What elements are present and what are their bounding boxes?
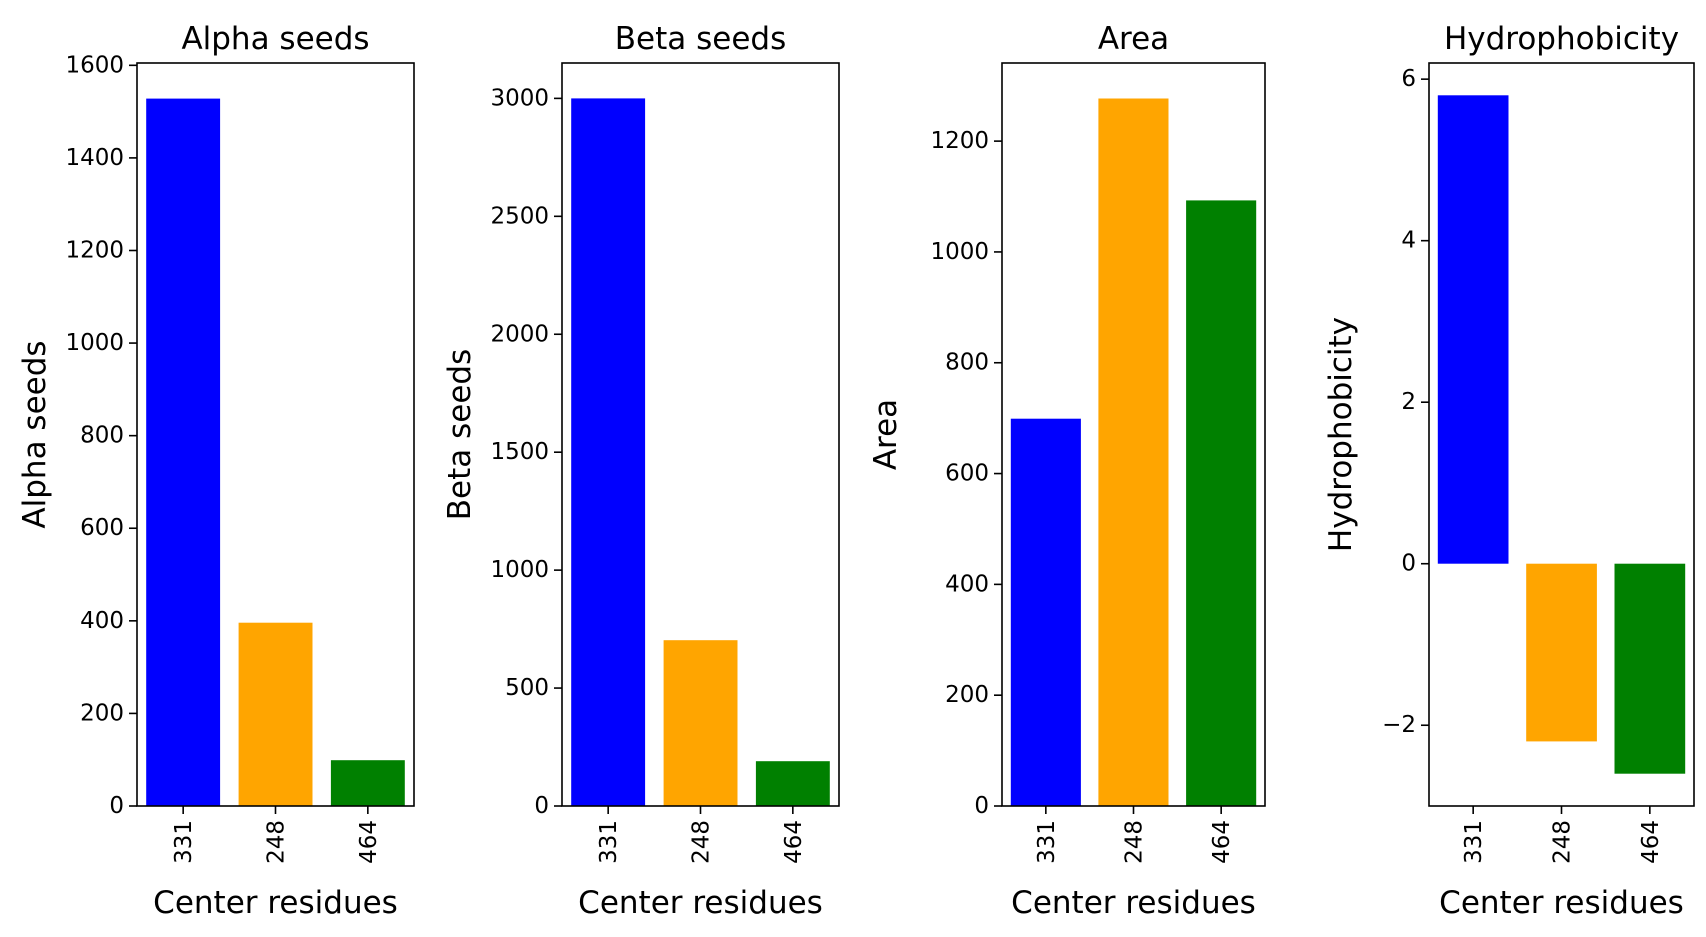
bar-248 bbox=[238, 622, 313, 806]
chart-title: Area bbox=[1098, 21, 1169, 57]
chart-title: Alpha seeds bbox=[181, 21, 369, 57]
x-tick-label: 464 bbox=[356, 820, 382, 864]
bar-331 bbox=[1437, 95, 1509, 564]
x-tick-label: 331 bbox=[596, 820, 622, 864]
bar-248 bbox=[663, 640, 738, 806]
y-axis-label: Beta seeds bbox=[442, 349, 478, 520]
y-tick-label: 400 bbox=[945, 571, 989, 597]
x-tick-label: 248 bbox=[1550, 820, 1576, 864]
y-tick-label: 1600 bbox=[65, 52, 124, 78]
y-tick-label: 800 bbox=[945, 350, 989, 376]
x-tick-label: 248 bbox=[264, 820, 290, 864]
x-tick-label: 464 bbox=[1209, 820, 1235, 864]
x-tick-label: 248 bbox=[689, 820, 715, 864]
y-tick-label: 200 bbox=[945, 682, 989, 708]
x-tick-label: 248 bbox=[1122, 820, 1148, 864]
y-tick-label: 200 bbox=[80, 700, 124, 726]
y-tick-label: 4 bbox=[1401, 228, 1416, 254]
y-tick-label: 0 bbox=[974, 793, 989, 819]
y-tick-label: 0 bbox=[109, 793, 124, 819]
x-tick-label: 464 bbox=[781, 820, 807, 864]
chart-panel-4: −2 0 2 4 6 331 248 464 Hydrophobicity Center resi… bbox=[1323, 21, 1695, 921]
y-tick-label: 2 bbox=[1401, 389, 1416, 415]
y-tick-label: 500 bbox=[505, 675, 549, 701]
bar-464 bbox=[1614, 563, 1686, 774]
x-axis-label: Center residues bbox=[1439, 885, 1684, 921]
x-tick-label: 331 bbox=[171, 820, 197, 864]
y-axis-label: Area bbox=[868, 399, 904, 470]
bar-464 bbox=[755, 761, 830, 806]
y-axis-label: Hydrophobicity bbox=[1323, 317, 1359, 552]
bar-331 bbox=[1010, 418, 1081, 806]
chart-panel-3: 0 200 400 600 800 1000 1200 331 248 464 Area Center… bbox=[868, 21, 1266, 921]
chart-panel-2: 0 500 1000 1500 2000 2500 3000 331 248 464 Beta se… bbox=[442, 21, 840, 921]
y-tick-label: 1000 bbox=[65, 330, 124, 356]
y-tick-label: 400 bbox=[80, 608, 124, 634]
bar-331 bbox=[146, 98, 221, 807]
chart-title: Beta seeds bbox=[615, 21, 786, 57]
y-tick-label: 1200 bbox=[930, 128, 989, 154]
y-tick-label: 800 bbox=[80, 423, 124, 449]
bar-464 bbox=[1186, 200, 1257, 806]
y-tick-label: 600 bbox=[80, 515, 124, 541]
x-tick-label: 331 bbox=[1461, 820, 1487, 864]
bar-248 bbox=[1098, 98, 1169, 806]
y-tick-label: 600 bbox=[945, 461, 989, 487]
bar-248 bbox=[1526, 563, 1597, 742]
bar-464 bbox=[330, 760, 405, 806]
x-axis-label: Center residues bbox=[153, 885, 398, 921]
chart-panel-1: 0 200 400 600 800 1000 1200 1400 1600 331 248 464 Al… bbox=[17, 21, 415, 921]
x-axis-label: Center residues bbox=[578, 885, 823, 921]
y-tick-label: 0 bbox=[1401, 551, 1416, 577]
y-axis-label: Alpha seeds bbox=[17, 340, 53, 528]
y-tick-label: 0 bbox=[534, 793, 549, 819]
y-tick-label: 3000 bbox=[490, 85, 549, 111]
y-tick-label: 1500 bbox=[490, 439, 549, 465]
chart-title: Hydrophobicity bbox=[1444, 21, 1679, 57]
y-tick-label: 2000 bbox=[490, 321, 549, 347]
bar-331 bbox=[571, 98, 646, 806]
x-axis-label: Center residues bbox=[1011, 885, 1256, 921]
x-tick-label: 464 bbox=[1638, 820, 1664, 864]
x-tick-label: 331 bbox=[1034, 820, 1060, 864]
y-tick-label: 1000 bbox=[490, 557, 549, 583]
y-tick-label: 2500 bbox=[490, 203, 549, 229]
y-tick-label: 1400 bbox=[65, 145, 124, 171]
y-tick-label: −2 bbox=[1382, 712, 1416, 738]
y-tick-label: 1000 bbox=[930, 239, 989, 265]
y-tick-label: 1200 bbox=[65, 237, 124, 263]
y-tick-label: 6 bbox=[1401, 66, 1416, 92]
